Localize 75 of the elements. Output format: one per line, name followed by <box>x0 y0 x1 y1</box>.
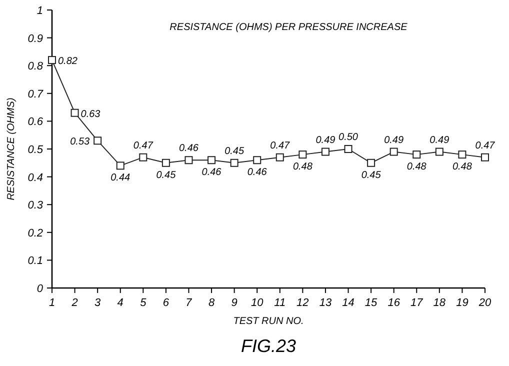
y-tick-label: 0 <box>36 283 44 295</box>
text: 0.46 <box>179 143 198 154</box>
y-tick-label: 0.9 <box>28 32 43 45</box>
point <box>116 162 124 170</box>
point <box>458 150 466 159</box>
point <box>184 156 193 164</box>
point <box>481 153 489 162</box>
x-tick-label: 14 <box>342 297 354 309</box>
x-tick-label: 16 <box>388 297 401 309</box>
text: 0.46 <box>247 167 267 178</box>
text: 0.49 <box>430 134 450 146</box>
x-tick-label: 4 <box>117 297 124 309</box>
y-axis-title: RESISTANCE (OHMS) <box>6 98 17 200</box>
x-tick-label: 9 <box>231 297 238 309</box>
point <box>70 108 79 117</box>
x-tick-label: 6 <box>162 297 170 309</box>
point <box>208 156 216 164</box>
x-tick-label: 3 <box>94 297 102 309</box>
text: 0.48 <box>406 162 426 173</box>
text: 0.45 <box>361 170 381 181</box>
caption: FIG.23 <box>240 336 296 356</box>
point <box>390 148 398 156</box>
text: 0.47 <box>270 140 290 152</box>
text: 0.63 <box>80 108 100 120</box>
x-tick-label: 10 <box>250 297 264 309</box>
text: 0.48 <box>292 162 312 173</box>
point <box>344 145 352 153</box>
point <box>48 56 56 64</box>
point <box>435 148 444 156</box>
text: 0.50 <box>338 132 358 143</box>
text: 0.44 <box>110 172 130 184</box>
y-tick-label: 0.7 <box>28 88 44 100</box>
x-tick-label: 20 <box>478 297 492 309</box>
y-tick-label: 0.5 <box>28 144 44 156</box>
point <box>230 158 238 167</box>
point <box>321 148 330 156</box>
x-tick-label: 11 <box>274 297 286 309</box>
x-axis-title: TEST RUN NO. <box>233 316 304 327</box>
y-tick-label: 0.6 <box>28 116 44 128</box>
x-tick-label: 1 <box>48 297 56 309</box>
text: RESISTANCE (OHMS) PER PRESSURE INCREASE <box>170 22 408 33</box>
x-tick-label: 8 <box>208 297 216 309</box>
point <box>139 153 148 162</box>
x-tick-label: 15 <box>364 297 378 309</box>
y-tick-label: 0.3 <box>28 200 44 212</box>
point <box>367 158 376 167</box>
point <box>162 158 170 167</box>
text: 0.48 <box>452 162 472 173</box>
text: 0.47 <box>133 140 153 152</box>
text: 0.49 <box>384 134 404 146</box>
text: 0.46 <box>202 167 222 178</box>
point <box>412 150 421 159</box>
point <box>94 136 102 145</box>
x-tick-label: 13 <box>319 297 332 309</box>
x-tick-label: 17 <box>410 297 424 309</box>
y-tick-label: 0.2 <box>28 227 43 240</box>
text: 0.45 <box>156 170 176 181</box>
point <box>298 150 307 159</box>
point <box>253 156 262 164</box>
y-tick-label: 0.4 <box>28 172 43 184</box>
text: 0.82 <box>58 56 78 68</box>
point <box>276 153 284 162</box>
x-tick-label: 18 <box>433 297 446 309</box>
text: 0.47 <box>475 140 495 152</box>
text: 0.49 <box>316 134 336 146</box>
y-tick-label: 0.8 <box>28 60 44 73</box>
x-tick-label: 7 <box>186 297 193 309</box>
text: 0.53 <box>70 136 90 148</box>
y-tick-label: 1 <box>36 5 43 17</box>
y-tick-label: 0.1 <box>28 255 43 268</box>
x-tick-label: 12 <box>296 297 309 309</box>
x-tick-label: 5 <box>140 297 148 309</box>
x-tick-label: 19 <box>456 297 468 309</box>
x-tick-label: 2 <box>70 297 78 309</box>
text: 0.45 <box>224 146 244 157</box>
